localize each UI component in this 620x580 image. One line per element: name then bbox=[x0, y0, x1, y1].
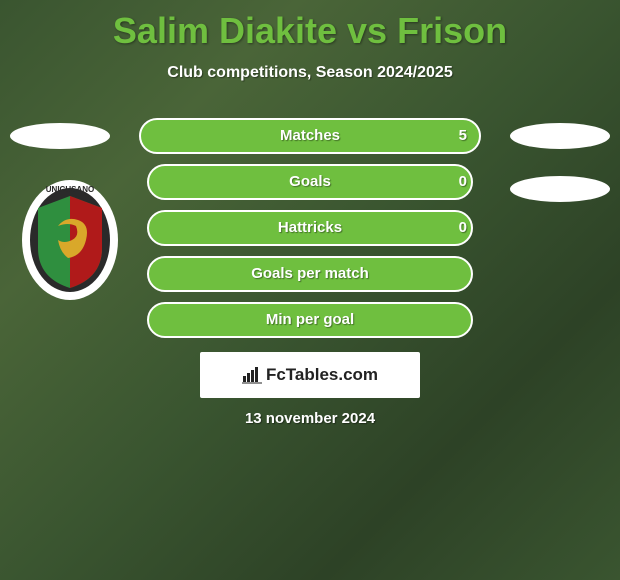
stat-label: Goals bbox=[139, 164, 481, 200]
stat-value: 5 bbox=[459, 118, 467, 154]
stat-label: Min per goal bbox=[139, 302, 481, 338]
stat-row-min-per-goal: Min per goal bbox=[139, 302, 481, 338]
page-title: Salim Diakite vs Frison bbox=[0, 0, 620, 52]
stat-label: Matches bbox=[139, 118, 481, 154]
date-label: 13 november 2024 bbox=[0, 410, 620, 427]
brand-badge: FcTables.com bbox=[200, 352, 420, 398]
crest-text-top: UNICUSANO bbox=[46, 185, 94, 194]
subtitle: Club competitions, Season 2024/2025 bbox=[0, 64, 620, 82]
stats-table: Matches 5 Goals 0 Hattricks 0 Goals per … bbox=[139, 118, 481, 348]
player-photo-placeholder-right-1 bbox=[510, 123, 610, 149]
stat-row-goals-per-match: Goals per match bbox=[139, 256, 481, 292]
crest-year: 1925 bbox=[61, 291, 79, 300]
stat-value: 0 bbox=[459, 164, 467, 200]
player-photo-placeholder-right-2 bbox=[510, 176, 610, 202]
player-photo-placeholder-left bbox=[10, 123, 110, 149]
club-crest: UNICUSANO 1925 bbox=[20, 178, 120, 302]
stat-row-goals: Goals 0 bbox=[139, 164, 481, 200]
stat-row-matches: Matches 5 bbox=[139, 118, 481, 154]
stat-label: Goals per match bbox=[139, 256, 481, 292]
stat-value: 0 bbox=[459, 210, 467, 246]
bar-chart-icon bbox=[242, 366, 262, 384]
brand-text: FcTables.com bbox=[266, 365, 378, 385]
stat-label: Hattricks bbox=[139, 210, 481, 246]
stat-row-hattricks: Hattricks 0 bbox=[139, 210, 481, 246]
